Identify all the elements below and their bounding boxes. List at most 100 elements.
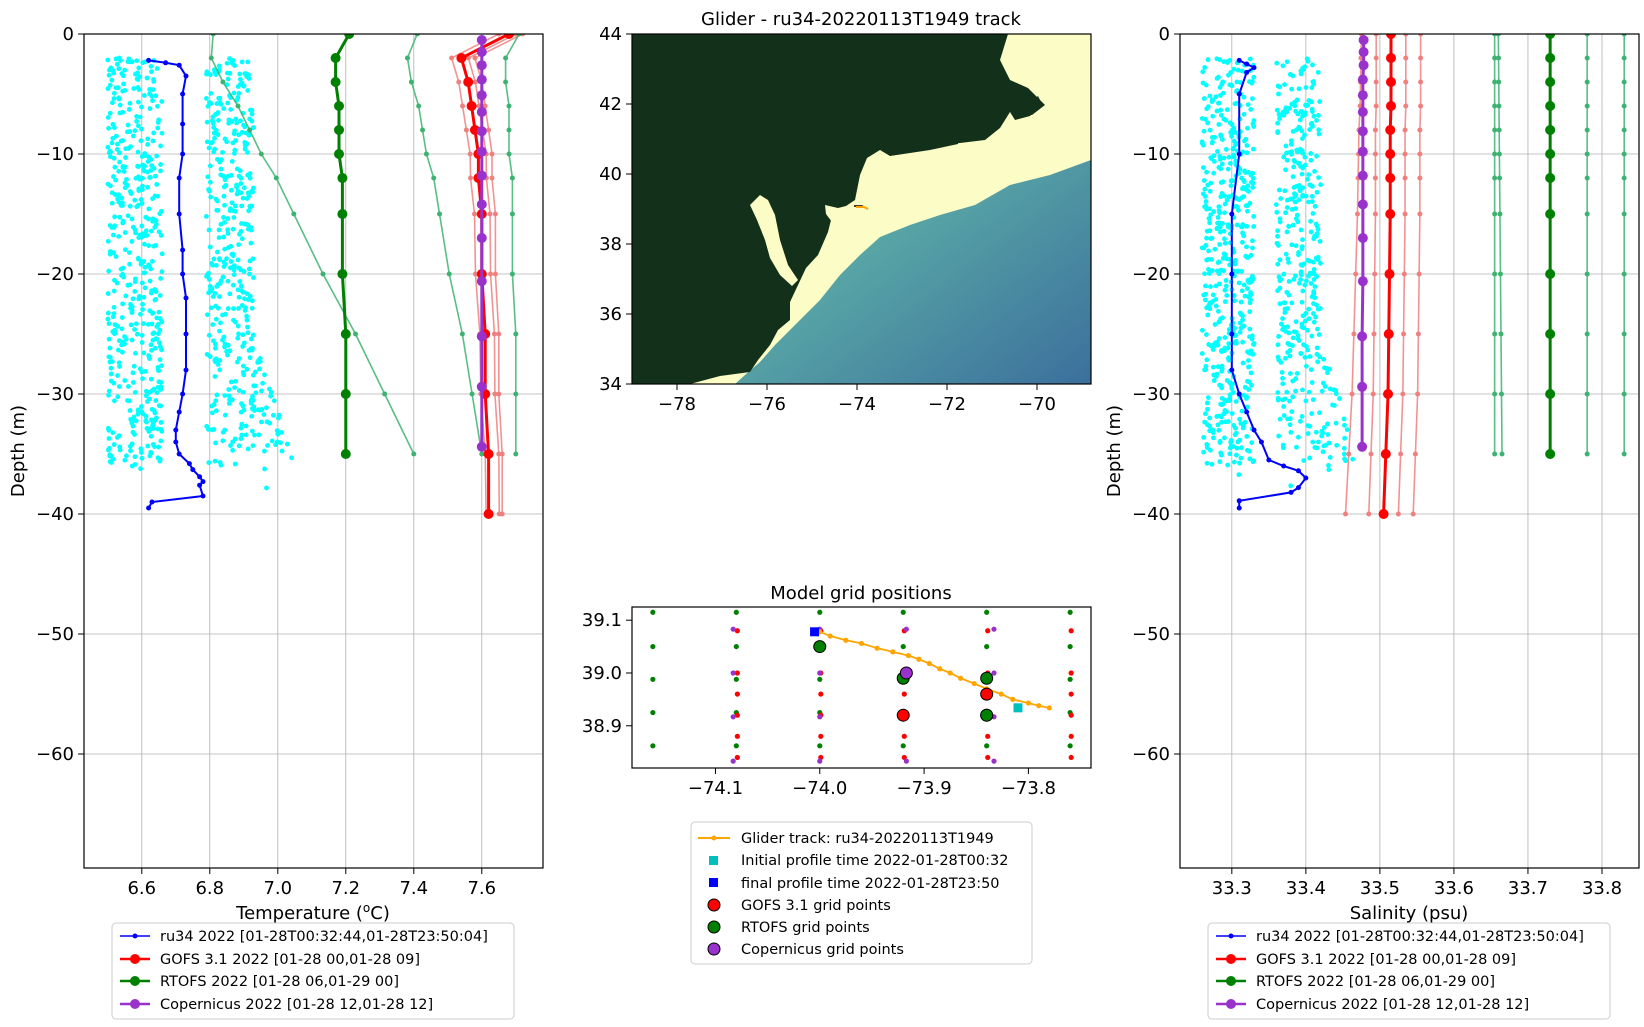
glider-profile-point	[151, 166, 157, 171]
glider-profile-point	[1282, 300, 1288, 306]
glider-profile-point	[1289, 409, 1295, 415]
glider-profile-point	[150, 87, 156, 92]
glider-profile-point	[1276, 334, 1281, 339]
glider-profile-point	[1313, 221, 1319, 227]
series-point	[1244, 409, 1250, 415]
glider-profile-point	[132, 390, 138, 395]
legend-initial-profile: Initial profile time 2022-01-28T00:32	[741, 853, 1008, 869]
ensemble-point	[1346, 451, 1352, 457]
glider-profile-point	[1275, 395, 1281, 401]
ensemble-point	[486, 127, 492, 133]
glider-profile-point	[1284, 157, 1290, 163]
glider-profile-point	[114, 280, 120, 286]
ensemble-point	[1496, 55, 1502, 61]
series-point	[176, 62, 182, 68]
series-point	[200, 479, 206, 485]
glider-profile-point	[237, 231, 242, 237]
glider-profile-point	[137, 176, 143, 182]
glider-profile-point	[1275, 120, 1281, 126]
glider-profile-point	[231, 90, 237, 96]
gofs-grid-point	[734, 712, 740, 718]
glider-profile-point	[1248, 297, 1254, 303]
x-tick-label: 33.8	[1582, 878, 1622, 899]
series-point	[1357, 276, 1368, 287]
glider-profile-point	[1245, 378, 1250, 384]
glider-profile-point	[1222, 435, 1227, 441]
glider-profile-point	[269, 438, 275, 444]
y-tick-label: 39.0	[582, 663, 622, 684]
glider-profile-point	[114, 61, 120, 67]
glider-profile-point	[115, 141, 120, 147]
x-tick-label: 6.8	[195, 878, 224, 899]
glider-profile-point	[230, 253, 236, 259]
glider-profile-point	[239, 288, 244, 294]
glider-profile-point	[111, 174, 116, 179]
rtofs-grid-point	[650, 609, 656, 615]
glider-profile-point	[1204, 445, 1210, 451]
glider-profile-point	[213, 316, 219, 322]
glider-profile-point	[1303, 310, 1309, 316]
glider-profile-point	[1204, 257, 1210, 263]
glider-profile-point	[1311, 319, 1317, 325]
x-tick-label: 7.2	[331, 878, 360, 899]
glider-profile-point	[130, 133, 136, 139]
glider-profile-point	[1302, 112, 1308, 118]
glider-profile-point	[1229, 386, 1235, 391]
glider-profile-point	[1250, 245, 1255, 251]
ensemble-point	[468, 175, 474, 181]
glider-profile-point	[222, 246, 228, 252]
glider-profile-point	[1292, 199, 1298, 205]
series-point	[1244, 61, 1250, 67]
glider-profile-point	[1282, 306, 1288, 312]
ensemble-point	[1621, 79, 1627, 85]
series-point	[1545, 101, 1556, 111]
glider-profile-point	[105, 57, 111, 63]
ensemble-point	[1584, 271, 1590, 277]
glider-profile-point	[123, 336, 129, 342]
glider-profile-point	[1288, 429, 1294, 435]
ensemble-point	[431, 175, 437, 181]
glider-profile-point	[243, 432, 249, 438]
glider-profile-point	[1239, 268, 1244, 274]
glider-profile-point	[136, 256, 141, 262]
series-point	[463, 77, 474, 87]
glider-profile-point	[213, 408, 219, 414]
ensemble-point	[463, 127, 469, 133]
temperature-legend: ru34 2022 [01-28T00:32:44,01-28T23:50:04…	[111, 922, 515, 1020]
glider-profile-point	[245, 88, 251, 93]
plot-frame	[631, 33, 1092, 385]
glider-profile-point	[1224, 293, 1230, 298]
ensemble-point	[503, 79, 509, 85]
glider-profile-point	[1314, 351, 1320, 357]
series-point	[1385, 173, 1396, 183]
series-point	[476, 90, 487, 101]
ensemble-line	[406, 34, 483, 455]
legend-copernicus-grid: Copernicus grid points	[741, 942, 904, 958]
rtofs-selected-point	[813, 640, 827, 654]
glider-profile-point	[145, 184, 151, 190]
glider-track-point	[916, 656, 922, 662]
ensemble-point	[220, 79, 226, 85]
series-point	[146, 505, 152, 511]
ensemble-point	[489, 151, 495, 157]
glider-profile-point	[1210, 342, 1216, 348]
glider-profile-point	[1218, 401, 1224, 407]
series-point	[149, 499, 155, 505]
glider-profile-point	[151, 243, 157, 249]
glider-profile-point	[204, 95, 209, 101]
glider-profile-point	[264, 405, 269, 411]
ensemble-point	[404, 55, 410, 61]
glider-profile-point	[225, 342, 231, 348]
glider-profile-point	[1319, 388, 1325, 394]
glider-profile-point	[149, 69, 154, 75]
glider-profile-point	[122, 378, 128, 383]
y-tick-label: 42	[599, 94, 622, 115]
x-tick-label: −73.8	[1001, 778, 1056, 799]
glider-profile-point	[154, 153, 160, 159]
glider-profile-point	[105, 238, 111, 244]
glider-profile-point	[1210, 113, 1216, 119]
glider-profile-point	[209, 286, 215, 292]
glider-profile-point	[1312, 203, 1318, 209]
glider-profile-point	[218, 166, 224, 172]
plot-area	[1180, 34, 1639, 868]
